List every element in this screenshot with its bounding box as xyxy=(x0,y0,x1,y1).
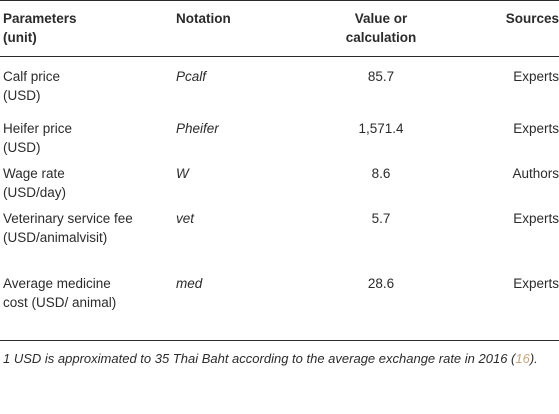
value-cell: 5.7 xyxy=(371,210,391,226)
source-cell: Authors xyxy=(512,165,559,181)
header-notation: Notation xyxy=(176,11,231,26)
footnote-text: 1 USD is approximated to 35 Thai Baht ac… xyxy=(3,351,516,366)
param-cell: Veterinary service fee (USD/animalvisit) xyxy=(3,210,133,245)
table-row: Heifer price (USD) Pheifer 1,571.4 Exper… xyxy=(0,112,559,157)
table-row: Wage rate (USD/day) W 8.6 Authors xyxy=(0,157,559,202)
parameters-table: Parameters (unit) Notation Value or calc… xyxy=(0,0,559,341)
param-cell: Average medicine cost (USD/ animal) xyxy=(3,275,117,310)
source-cell: Experts xyxy=(513,69,559,84)
header-value: Value or calculation xyxy=(345,11,417,45)
source-cell: Experts xyxy=(513,275,559,291)
table-row: Veterinary service fee (USD/animalvisit)… xyxy=(0,202,559,267)
source-cell: Experts xyxy=(513,120,559,136)
table-row: Average medicine cost (USD/ animal) med … xyxy=(0,267,559,341)
value-cell: 28.6 xyxy=(367,275,395,291)
header-sources: Sources xyxy=(505,11,559,26)
notation-cell: med xyxy=(176,275,203,291)
param-cell: Calf price (USD) xyxy=(3,69,61,103)
table-footnote: 1 USD is approximated to 35 Thai Baht ac… xyxy=(0,349,559,368)
table-body: Calf price (USD) Pcalf 85.7 Experts Heif… xyxy=(0,57,559,341)
notation-cell: vet xyxy=(176,210,195,226)
table-row: Calf price (USD) Pcalf 85.7 Experts xyxy=(0,57,559,112)
citation-link[interactable]: 16 xyxy=(515,351,530,366)
param-cell: Wage rate (USD/day) xyxy=(3,165,67,200)
source-cell: Experts xyxy=(513,210,559,226)
header-parameters: Parameters (unit) xyxy=(3,11,77,45)
value-cell: 1,571.4 xyxy=(358,120,404,136)
notation-cell: W xyxy=(176,165,189,181)
table-header: Parameters (unit) Notation Value or calc… xyxy=(0,0,559,57)
value-cell: 85.7 xyxy=(367,69,395,84)
notation-cell: Pheifer xyxy=(176,120,219,136)
value-cell: 8.6 xyxy=(371,165,391,181)
notation-cell: Pcalf xyxy=(176,69,207,84)
footnote-end: ). xyxy=(529,351,538,366)
param-cell: Heifer price (USD) xyxy=(3,120,73,155)
